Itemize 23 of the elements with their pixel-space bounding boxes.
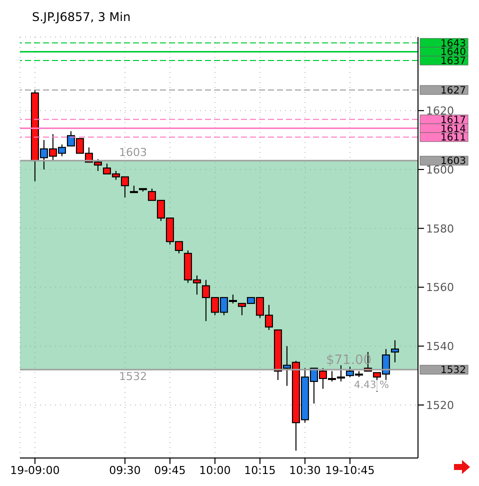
y-tick-label: 1520 (426, 398, 454, 412)
annotation: 4.43 % (354, 380, 389, 391)
ref-line-label: 1532 (440, 365, 466, 376)
y-tick-label: 1580 (426, 222, 454, 236)
candlestick (390, 340, 399, 363)
annotation: 1532 (119, 370, 147, 384)
x-tick-label: 19-09:00 (10, 464, 60, 477)
x-tick-label: 10:30 (289, 464, 321, 477)
ref-line-label: 1617 (440, 114, 466, 126)
ref-line-label: 1627 (440, 85, 466, 96)
candlestick (130, 185, 138, 194)
ref-line-label: 1637 (440, 56, 466, 68)
ref-line-label: 1611 (440, 132, 466, 144)
x-tick-label: 09:45 (154, 464, 186, 477)
chart-title: S.JP.J6857, 3 Min (32, 10, 131, 24)
annotation: 1603 (119, 146, 147, 160)
x-tick-label: 09:30 (109, 464, 141, 477)
y-tick-label: 1600 (426, 163, 454, 176)
x-tick-label: 10:15 (244, 464, 276, 477)
x-tick-label: 10:00 (199, 464, 231, 477)
x-tick-label: 19-10:45 (325, 464, 375, 477)
y-tick-label: 1540 (426, 340, 454, 354)
y-tick-label: 1560 (426, 281, 454, 294)
